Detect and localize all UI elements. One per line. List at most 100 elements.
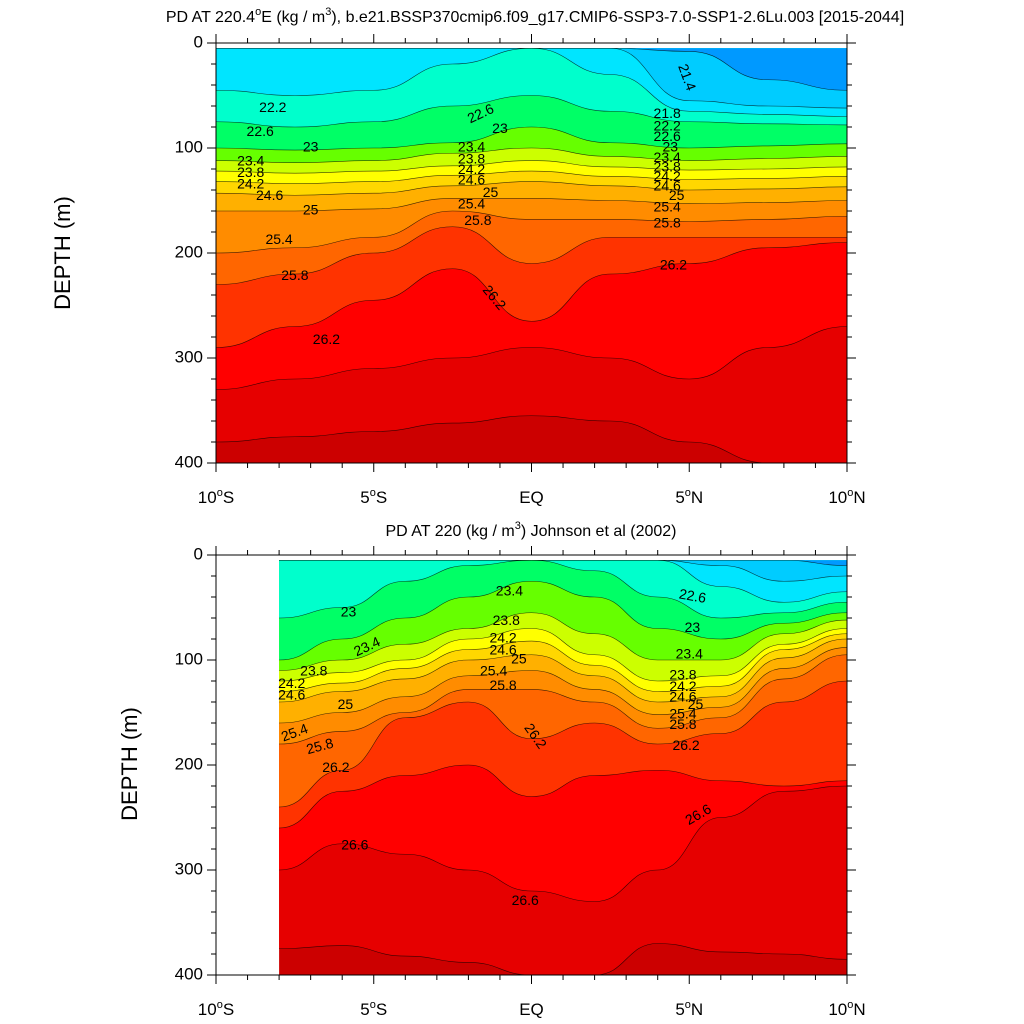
isopycnal-line-27 [279, 785, 848, 902]
contour-label: 24.2 [669, 678, 696, 694]
contour-label: 23 [303, 139, 319, 155]
x-tick-label: 10oS [198, 487, 234, 507]
isopycnal-line-21.8 [216, 47, 848, 109]
contour-label: 25.8 [654, 214, 681, 230]
contour-label: 25.8 [669, 716, 696, 732]
x-tick-label: 5oN [675, 487, 703, 507]
field-layer-21.4 [216, 48, 847, 91]
contour-label: 25.8 [489, 677, 516, 693]
isopycnal-line-24.6 [279, 633, 848, 692]
isopycnal-line-23 [279, 559, 848, 619]
y-tick-label: 0 [194, 32, 203, 51]
x-tick-label: 10oN [828, 999, 865, 1019]
isopycnal-line-23.8 [279, 612, 848, 671]
contour-label: 23.8 [669, 666, 696, 682]
isopycnal-line-26.6 [279, 764, 848, 829]
top-panel-title: PD AT 220.4oE (kg / m3), b.e21.BSSP370cm… [166, 6, 904, 26]
isopycnal-line-26.6 [215, 326, 848, 390]
contour-label: 24.6 [669, 689, 696, 705]
contour-label: 23.8 [458, 150, 485, 166]
bottom-panel-title: PD AT 220 (kg / m3) Johnson et al (2002) [385, 520, 676, 540]
contour-label: 25.4 [480, 662, 507, 678]
top-y-axis-label: DEPTH (m) [50, 196, 75, 310]
contour-label: 25.8 [281, 267, 308, 283]
contour-label: 21.8 [654, 105, 681, 121]
contour-label: 23.4 [496, 582, 523, 598]
y-tick-label: 400 [175, 452, 203, 471]
isopycnal-line-23.8 [215, 160, 848, 174]
top-panel: PD AT 220.4oE (kg / m3), b.e21.BSSP370cm… [50, 6, 904, 507]
contour-label: 23.8 [237, 164, 264, 180]
contour-label: 22.6 [678, 585, 708, 606]
contour-label: 25.8 [305, 735, 336, 758]
contour-label: 25.4 [265, 231, 292, 247]
contour-label: 22.2 [259, 99, 286, 115]
isopycnal-line-24.2 [279, 628, 848, 682]
contour-label: 24.2 [654, 168, 681, 184]
y-tick-label: 200 [175, 754, 203, 773]
contour-label: 25.4 [458, 195, 485, 211]
y-tick-label: 400 [175, 964, 203, 983]
contour-label: 25.8 [464, 212, 491, 228]
contour-label: 25.4 [669, 705, 696, 721]
isopycnal-line-24.6 [215, 181, 848, 196]
isopycnal-line-23.4 [215, 147, 848, 164]
isopycnal-line-22.6 [215, 95, 848, 128]
contour-label: 22.6 [654, 128, 681, 144]
contour-label: 24.6 [256, 187, 283, 203]
isopycnal-line-27 [215, 415, 847, 464]
top-plot-area: 22.222.62323.423.824.224.62525.425.826.2… [175, 32, 866, 507]
contour-label: 24.6 [458, 171, 485, 187]
contour-label: 26.6 [341, 837, 368, 853]
contour-label: 23 [492, 120, 508, 136]
bottom-plot-area: 2323.423.824.224.62525.425.826.226.623.4… [175, 544, 866, 1019]
contour-label: 25.4 [654, 199, 681, 215]
y-tick-label: 100 [175, 137, 203, 156]
contour-label: 25 [303, 202, 319, 218]
bottom-y-axis-label: DEPTH (m) [117, 707, 142, 821]
contour-label: 26.2 [322, 759, 349, 775]
bottom-panel: PD AT 220 (kg / m3) Johnson et al (2002)… [117, 520, 866, 1019]
isopycnal-line-22.6 [279, 559, 848, 603]
x-tick-label: 5oN [675, 999, 703, 1019]
contour-label: 24.6 [489, 641, 516, 657]
contour-label: 23 [663, 139, 679, 155]
contour-label: 25 [688, 696, 704, 712]
contour-label: 23.8 [300, 662, 327, 678]
contour-label: 26.2 [660, 256, 687, 272]
contour-label: 23.4 [654, 149, 681, 165]
contour-label: 25 [338, 696, 354, 712]
contour-label: 23 [685, 619, 701, 635]
isopycnal-line-23.4 [279, 580, 848, 661]
isopycnal-line-24.2 [215, 170, 848, 185]
x-tick-label: 5oS [360, 487, 387, 507]
contour-label: 24.2 [458, 161, 485, 177]
y-tick-label: 200 [175, 242, 203, 261]
isopycnal-line-25.8 [279, 654, 848, 745]
isopycnal-line-25.8 [215, 226, 847, 285]
isopycnal-line-25.4 [215, 210, 848, 254]
field-layer-22.6 [279, 560, 848, 603]
contour-label: 23 [341, 603, 357, 619]
contour-label: 25 [511, 651, 527, 667]
contour-label: 25 [669, 187, 685, 203]
x-tick-label: 5oS [360, 999, 387, 1019]
contour-label: 23.4 [676, 645, 703, 661]
contour-label: 23.4 [458, 139, 485, 155]
contour-label: 23.4 [237, 152, 264, 168]
isopycnal-line-25 [279, 638, 848, 703]
field-layer-21.8 [216, 48, 847, 109]
x-tick-label: 10oS [198, 999, 234, 1019]
isopycnal-line-25 [215, 198, 848, 212]
isopycnal-line-22.2 [215, 47, 848, 117]
contour-label: 23.8 [654, 159, 681, 175]
isopycnal-line-25.4 [279, 647, 848, 724]
contour-label: 26.2 [313, 331, 340, 347]
isopycnal-line-23 [215, 126, 848, 151]
y-tick-label: 100 [175, 649, 203, 668]
x-tick-label: EQ [519, 1000, 544, 1019]
contour-label: 24.6 [278, 686, 305, 702]
contour-label: 26.2 [672, 737, 699, 753]
contour-label: 22.2 [654, 118, 681, 134]
